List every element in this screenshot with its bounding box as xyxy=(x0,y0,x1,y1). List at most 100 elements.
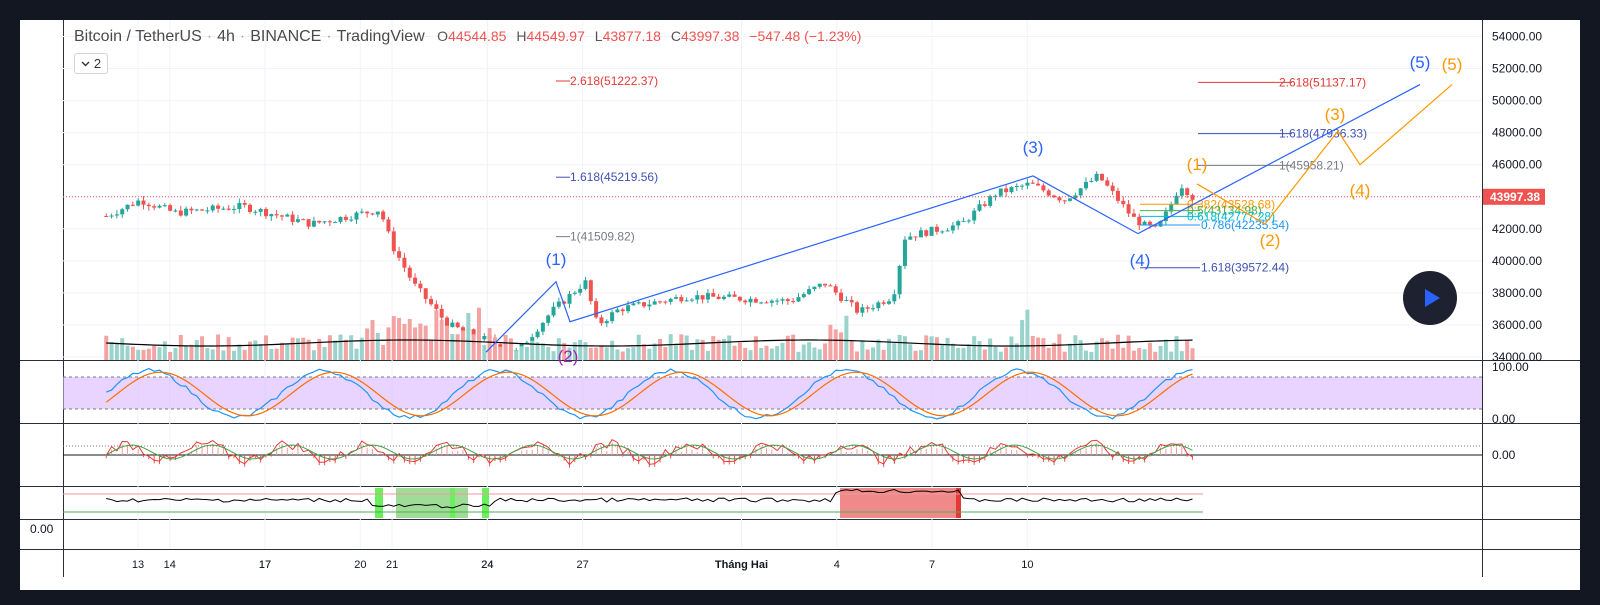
candle-body xyxy=(972,210,977,221)
volume-bar xyxy=(812,347,817,360)
candle-body xyxy=(274,214,279,216)
volume-bar xyxy=(924,335,929,360)
candle-body xyxy=(1014,186,1019,188)
volume-bar xyxy=(684,335,689,360)
volume-bar xyxy=(908,344,913,360)
candle-body xyxy=(1131,213,1136,217)
signal-block xyxy=(396,488,468,518)
volume-bar xyxy=(780,342,785,360)
candle-body xyxy=(1099,173,1104,181)
candle-body xyxy=(322,221,327,223)
volume-bar xyxy=(849,341,854,360)
volume-bar xyxy=(897,334,902,360)
candle-body xyxy=(173,210,178,212)
volume-bar xyxy=(530,340,535,360)
time-tick-label: 27 xyxy=(577,559,589,571)
volume-bar xyxy=(556,338,561,360)
volume-bar xyxy=(162,341,167,360)
volume-bar xyxy=(626,348,631,360)
volume-bar xyxy=(450,334,455,360)
candle-body xyxy=(599,317,604,324)
interval-label[interactable]: 4h xyxy=(217,28,235,45)
candle-body xyxy=(705,293,710,300)
candle-body xyxy=(785,299,790,302)
volume-bar xyxy=(871,347,876,360)
play-button[interactable] xyxy=(1403,271,1457,325)
volume-bar xyxy=(748,350,753,360)
candle-body xyxy=(551,306,556,316)
wave-label: (2) xyxy=(558,347,579,366)
legend-toggle-button[interactable]: 2 xyxy=(74,53,108,74)
candle-body xyxy=(1073,195,1078,199)
candle-body xyxy=(338,216,343,222)
volume-bar xyxy=(104,335,109,360)
wave-label: (5) xyxy=(1410,53,1431,72)
volume-bar xyxy=(476,307,481,360)
volume-bar xyxy=(413,327,418,360)
volume-bar xyxy=(902,336,907,360)
price-tick-label: 46000.00 xyxy=(1492,158,1542,172)
candle-body xyxy=(130,204,135,206)
volume-bar xyxy=(226,337,231,360)
candle-body xyxy=(753,298,758,303)
volume-bar xyxy=(1115,334,1120,360)
candle-body xyxy=(349,219,354,221)
chart-frame[interactable] xyxy=(20,20,1580,590)
volume-bar xyxy=(695,339,700,360)
candle-body xyxy=(668,298,673,302)
candle-body xyxy=(1052,195,1057,198)
volume-bar xyxy=(929,336,934,360)
candle-body xyxy=(200,209,205,211)
candle-body xyxy=(423,288,428,299)
volume-bar xyxy=(242,349,247,360)
volume-bar xyxy=(860,341,865,360)
candle-body xyxy=(104,215,109,217)
volume-bar xyxy=(1121,347,1126,360)
volume-bar xyxy=(1004,347,1009,360)
candle-body xyxy=(445,317,450,327)
volume-ma-line xyxy=(106,339,1193,347)
candle-body xyxy=(434,304,439,309)
volume-bar xyxy=(1142,349,1147,360)
candle-body xyxy=(562,301,567,304)
volume-bar xyxy=(1185,339,1190,360)
candle-body xyxy=(1068,198,1073,201)
candle-body xyxy=(290,214,295,222)
volume-bar xyxy=(753,336,758,360)
candle-body xyxy=(226,208,231,210)
candle-body xyxy=(109,215,114,217)
volume-bar xyxy=(146,348,151,360)
volume-bar xyxy=(737,342,742,360)
volume-bar xyxy=(514,350,519,360)
candle-body xyxy=(311,220,316,227)
wave-label: (1) xyxy=(546,250,567,269)
candle-body xyxy=(658,301,663,303)
symbol-header: Bitcoin / TetherUS · 4h · BINANCE · TradingVie… xyxy=(74,28,867,46)
volume-bar xyxy=(1179,351,1184,360)
candle-body xyxy=(684,300,689,302)
fib-level-label: 1.618(47936.33) xyxy=(1279,127,1367,141)
price-tick-label: 40000.00 xyxy=(1492,254,1542,268)
volume-bar xyxy=(434,310,439,360)
candle-body xyxy=(114,214,119,216)
candle-body xyxy=(940,231,945,233)
close-value: 43997.38 xyxy=(681,28,740,44)
chevron-down-icon xyxy=(81,61,90,66)
candle-body xyxy=(1121,200,1126,205)
candle-body xyxy=(652,301,657,305)
elliott-wave-blue xyxy=(485,84,1421,353)
volume-bar xyxy=(1094,341,1099,360)
volume-bar xyxy=(365,328,370,360)
candle-body xyxy=(647,304,652,307)
candle-body xyxy=(184,208,189,216)
volume-bar xyxy=(1190,348,1195,360)
volume-bar xyxy=(977,341,982,360)
volume-bar xyxy=(322,347,327,360)
volume-bar xyxy=(1174,336,1179,360)
candle-body xyxy=(301,219,306,221)
candle-body xyxy=(849,299,854,303)
volume-bar xyxy=(631,347,636,360)
symbol-name[interactable]: Bitcoin / TetherUS xyxy=(74,28,202,45)
volume-bar xyxy=(333,340,338,360)
